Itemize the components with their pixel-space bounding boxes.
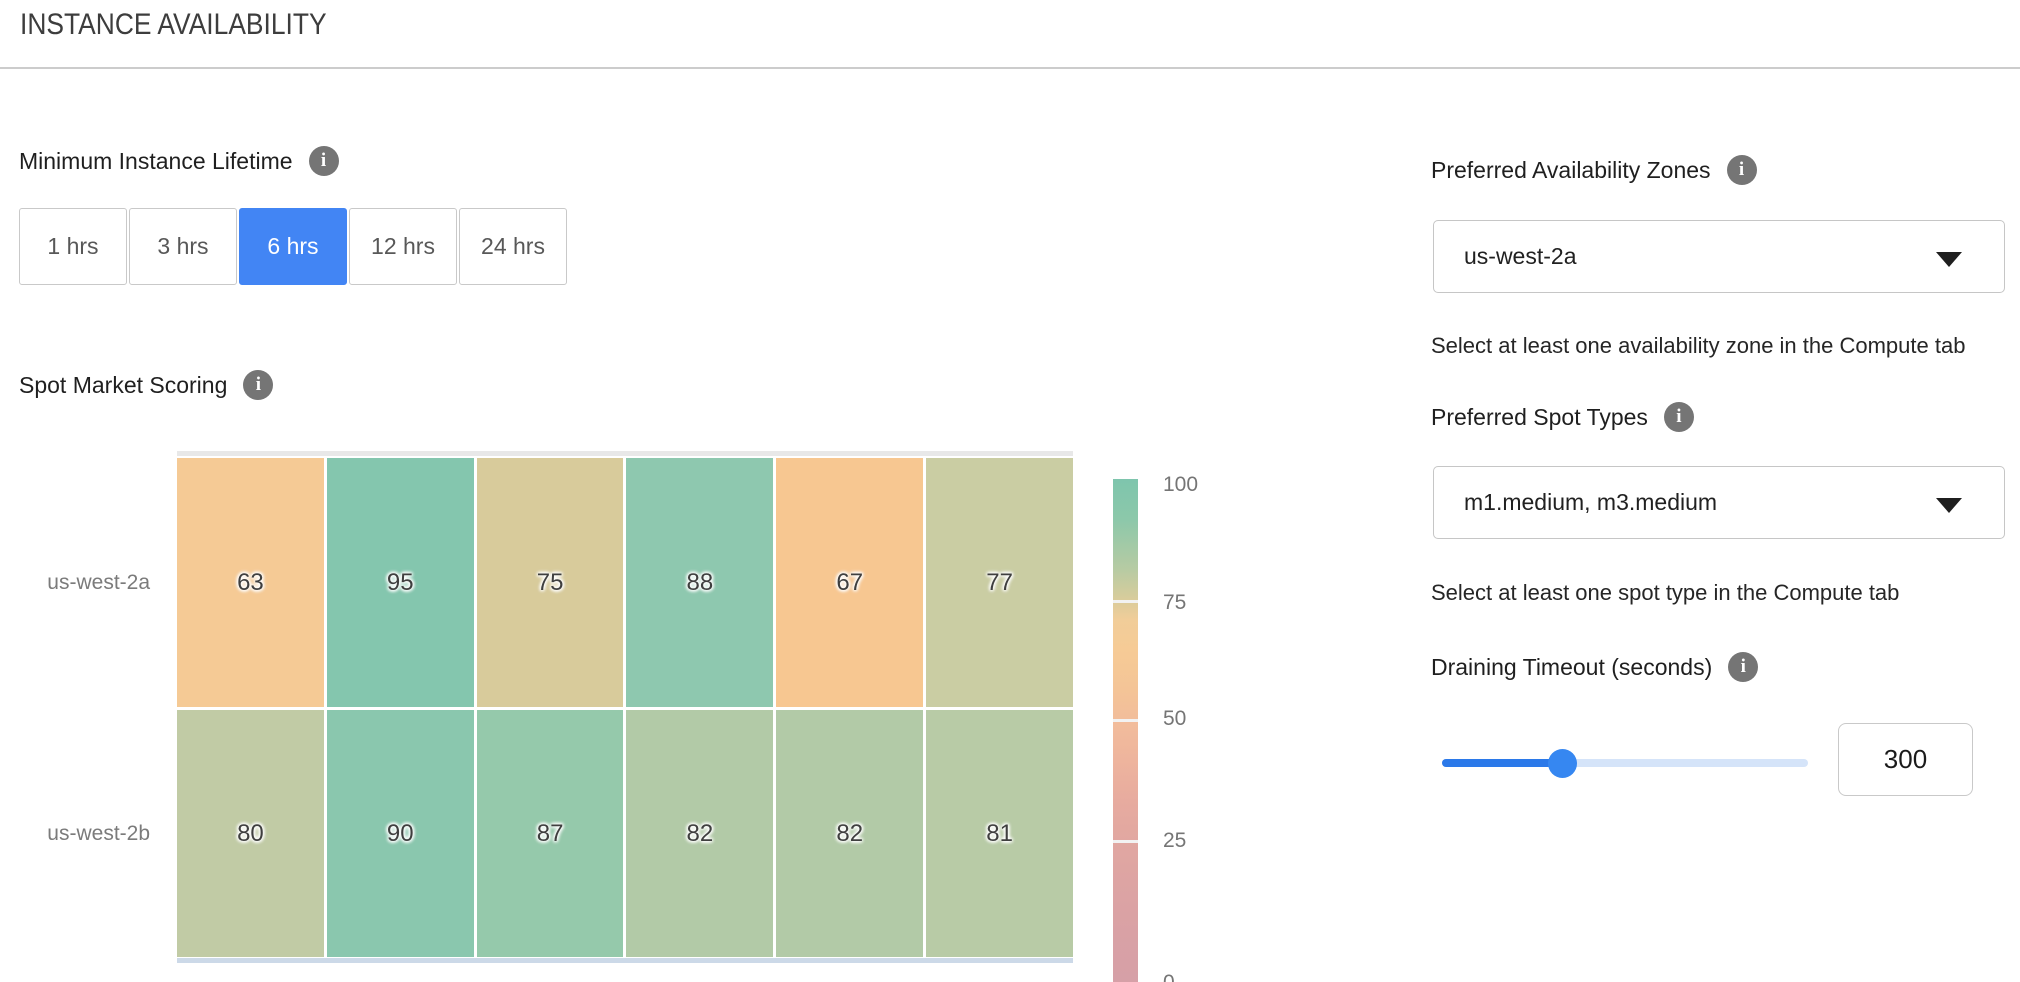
spot-market-scoring-label-text: Spot Market Scoring [19, 371, 228, 398]
info-icon[interactable]: i [1726, 155, 1757, 185]
colorbar-separator [1113, 840, 1138, 843]
colorbar-tick-100: 100 [1163, 473, 1199, 496]
preferred-availability-zones-label-text: Preferred Availability Zones [1431, 156, 1711, 183]
info-icon[interactable]: i [1728, 652, 1759, 682]
availability-zones-helper-text: Select at least one availability zone in… [1431, 333, 1966, 358]
spot-market-scoring-label: Spot Market Scoring i [19, 370, 274, 400]
spot-types-dropdown-value: m1.medium, m3.medium [1464, 489, 1718, 515]
heatmap-cell-us-west-2a-col5: 67 [776, 458, 924, 707]
draining-timeout-value: 300 [1883, 744, 1928, 774]
heatmap-cell-value: 82 [836, 819, 864, 847]
info-icon[interactable]: i [308, 146, 339, 176]
colorbar-tick-25: 25 [1163, 829, 1187, 852]
lifetime-option-6-hrs[interactable]: 6 hrs [239, 208, 347, 285]
heatmap-cell-value: 67 [836, 568, 864, 596]
heatmap-cell-us-west-2b-col5: 82 [776, 710, 924, 957]
heatmap-cell-us-west-2b-col4: 82 [626, 710, 774, 957]
draining-timeout-label-text: Draining Timeout (seconds) [1431, 653, 1713, 680]
chevron-down-icon [1936, 497, 1962, 513]
preferred-spot-types-label: Preferred Spot Types i [1431, 402, 1694, 432]
draining-timeout-input[interactable]: 300 [1838, 723, 1973, 796]
availability-zones-dropdown[interactable]: us-west-2a [1433, 220, 2005, 293]
heatmap-cell-value: 95 [386, 568, 414, 596]
slider-fill-track [1442, 759, 1563, 767]
heatmap-cell-value: 90 [386, 819, 414, 847]
chevron-down-icon [1936, 251, 1962, 267]
info-icon[interactable]: i [1663, 402, 1694, 432]
heatmap-top-border [177, 451, 1073, 456]
heatmap-cell-value: 63 [237, 568, 264, 596]
heatmap-cell-value: 81 [986, 819, 1013, 847]
heatmap-cell-us-west-2b-col2: 90 [326, 710, 474, 957]
draining-timeout-slider[interactable] [1442, 748, 1808, 778]
availability-zones-dropdown-value: us-west-2a [1464, 243, 1577, 269]
colorbar-tick-75: 75 [1163, 591, 1187, 614]
heatmap-cell-us-west-2b-col3: 87 [476, 710, 624, 957]
colorbar-tick-50: 50 [1163, 707, 1187, 730]
heatmap-cell-value: 80 [237, 819, 264, 847]
draining-timeout-label: Draining Timeout (seconds) i [1431, 652, 1759, 682]
preferred-availability-zones-label: Preferred Availability Zones i [1431, 155, 1757, 185]
spot-types-helper-text: Select at least one spot type in the Com… [1431, 580, 1900, 605]
preferred-spot-types-label-text: Preferred Spot Types [1431, 403, 1648, 430]
spot-market-heatmap: 63 95 75 88 67 77 80 90 87 82 82 81 [177, 458, 1073, 957]
heatmap-cell-us-west-2a-col2: 95 [326, 458, 474, 707]
slider-thumb[interactable] [1548, 748, 1578, 778]
heatmap-cell-value: 82 [686, 819, 714, 847]
minimum-instance-lifetime-label-text: Minimum Instance Lifetime [19, 147, 293, 174]
spot-types-dropdown[interactable]: m1.medium, m3.medium [1433, 466, 2005, 539]
lifetime-option-1-hrs[interactable]: 1 hrs [19, 208, 127, 285]
heatmap-cell-us-west-2b-col1: 80 [177, 710, 324, 957]
heatmap-cell-value: 87 [536, 819, 564, 847]
colorbar-separator [1113, 600, 1138, 603]
heatmap-row-label-us-west-2a: us-west-2a [47, 571, 150, 594]
minimum-instance-lifetime-label: Minimum Instance Lifetime i [19, 146, 339, 176]
page-title: INSTANCE AVAILABILITY [20, 8, 327, 41]
header-divider [0, 67, 2020, 69]
lifetime-option-12-hrs[interactable]: 12 hrs [349, 208, 457, 285]
heatmap-row-label-us-west-2b: us-west-2b [47, 822, 150, 845]
heatmap-cell-us-west-2a-col1: 63 [177, 458, 324, 707]
colorbar-tick-0: 0 [1163, 970, 1175, 982]
lifetime-option-24-hrs[interactable]: 24 hrs [459, 208, 567, 285]
heatmap-cell-value: 77 [986, 568, 1013, 596]
heatmap-cell-us-west-2b-col6: 81 [926, 710, 1073, 957]
heatmap-cell-value: 75 [536, 568, 564, 596]
colorbar-separator [1113, 719, 1138, 722]
heatmap-cell-value: 88 [686, 568, 714, 596]
info-icon[interactable]: i [243, 370, 274, 400]
lifetime-option-3-hrs[interactable]: 3 hrs [129, 208, 237, 285]
heatmap-bottom-border [177, 958, 1073, 963]
heatmap-cell-us-west-2a-col3: 75 [476, 458, 624, 707]
heatmap-cell-us-west-2a-col6: 77 [926, 458, 1073, 707]
heatmap-cell-us-west-2a-col4: 88 [626, 458, 774, 707]
heatmap-colorbar [1113, 479, 1138, 982]
lifetime-button-group: 1 hrs 3 hrs 6 hrs 12 hrs 24 hrs [19, 208, 567, 285]
